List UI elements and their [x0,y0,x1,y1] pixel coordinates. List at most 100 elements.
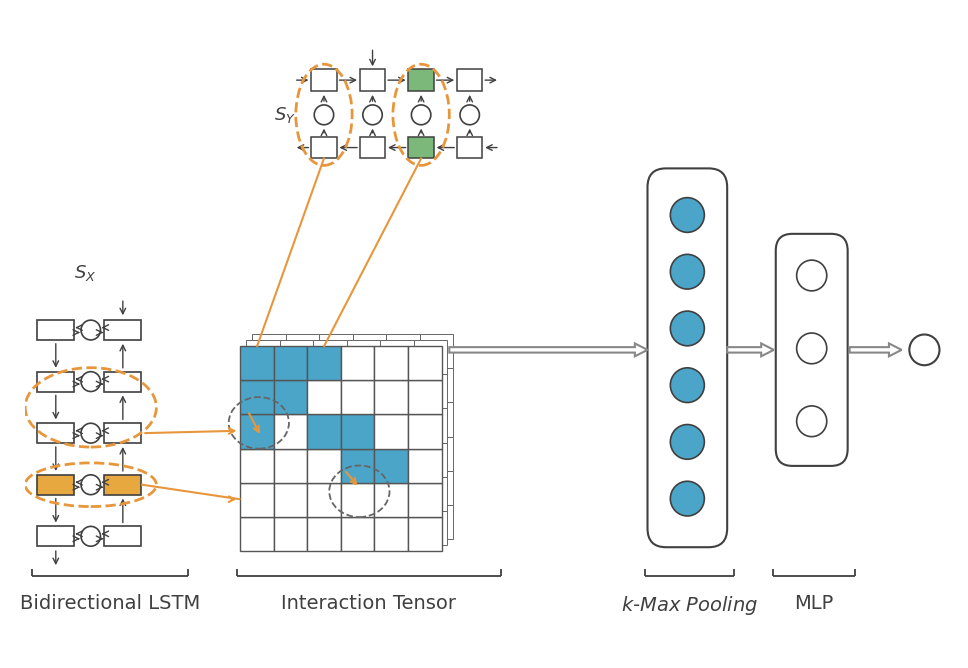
FancyBboxPatch shape [347,408,380,443]
FancyBboxPatch shape [312,137,337,158]
Circle shape [797,260,827,291]
FancyBboxPatch shape [280,511,314,545]
FancyBboxPatch shape [314,408,347,443]
Circle shape [670,198,705,232]
FancyBboxPatch shape [286,368,319,402]
FancyBboxPatch shape [341,414,375,448]
FancyBboxPatch shape [38,475,75,494]
Circle shape [670,255,705,289]
FancyBboxPatch shape [314,340,347,374]
FancyBboxPatch shape [420,437,453,471]
FancyBboxPatch shape [414,511,447,545]
FancyBboxPatch shape [38,526,75,546]
FancyBboxPatch shape [312,69,337,91]
FancyBboxPatch shape [280,340,314,374]
FancyBboxPatch shape [319,368,352,402]
FancyBboxPatch shape [341,346,375,380]
FancyBboxPatch shape [105,371,141,391]
FancyBboxPatch shape [240,346,274,380]
FancyBboxPatch shape [380,374,414,408]
FancyBboxPatch shape [286,334,319,368]
FancyBboxPatch shape [375,414,408,448]
FancyBboxPatch shape [414,443,447,477]
FancyBboxPatch shape [252,505,286,539]
FancyBboxPatch shape [246,511,280,545]
Text: $S_X$: $S_X$ [74,263,96,283]
FancyBboxPatch shape [341,517,375,551]
FancyBboxPatch shape [386,402,420,437]
FancyBboxPatch shape [386,471,420,505]
FancyBboxPatch shape [246,443,280,477]
FancyBboxPatch shape [352,437,386,471]
FancyBboxPatch shape [375,448,408,483]
FancyBboxPatch shape [252,368,286,402]
FancyBboxPatch shape [280,443,314,477]
FancyBboxPatch shape [386,505,420,539]
FancyBboxPatch shape [286,402,319,437]
FancyBboxPatch shape [414,408,447,443]
Circle shape [670,425,705,459]
FancyBboxPatch shape [105,424,141,443]
FancyBboxPatch shape [380,477,414,511]
FancyBboxPatch shape [308,414,341,448]
Circle shape [315,105,334,125]
FancyBboxPatch shape [274,483,308,517]
FancyBboxPatch shape [319,505,352,539]
FancyBboxPatch shape [375,346,408,380]
FancyBboxPatch shape [347,443,380,477]
Circle shape [81,475,101,494]
FancyBboxPatch shape [286,471,319,505]
FancyBboxPatch shape [420,334,453,368]
Circle shape [670,311,705,346]
FancyBboxPatch shape [246,477,280,511]
FancyBboxPatch shape [240,414,274,448]
FancyBboxPatch shape [314,443,347,477]
FancyBboxPatch shape [286,505,319,539]
FancyBboxPatch shape [252,437,286,471]
FancyBboxPatch shape [280,408,314,443]
FancyBboxPatch shape [286,437,319,471]
FancyBboxPatch shape [408,414,441,448]
FancyBboxPatch shape [246,340,280,374]
Circle shape [670,481,705,516]
FancyBboxPatch shape [380,408,414,443]
FancyBboxPatch shape [38,320,75,340]
FancyBboxPatch shape [352,471,386,505]
FancyBboxPatch shape [240,517,274,551]
FancyBboxPatch shape [240,483,274,517]
Text: Bidirectional LSTM: Bidirectional LSTM [20,594,200,613]
FancyBboxPatch shape [314,477,347,511]
FancyBboxPatch shape [414,374,447,408]
Circle shape [909,335,940,365]
FancyBboxPatch shape [252,402,286,437]
FancyBboxPatch shape [308,483,341,517]
Text: $k$-Max Pooling: $k$-Max Pooling [620,594,758,617]
FancyBboxPatch shape [352,334,386,368]
FancyBboxPatch shape [314,511,347,545]
FancyBboxPatch shape [274,448,308,483]
FancyBboxPatch shape [274,414,308,448]
FancyBboxPatch shape [420,471,453,505]
FancyBboxPatch shape [386,437,420,471]
Circle shape [797,406,827,437]
FancyBboxPatch shape [386,368,420,402]
Circle shape [797,333,827,364]
FancyBboxPatch shape [375,483,408,517]
FancyBboxPatch shape [420,368,453,402]
Circle shape [81,371,101,391]
FancyBboxPatch shape [240,380,274,414]
FancyBboxPatch shape [105,320,141,340]
FancyBboxPatch shape [408,448,441,483]
FancyBboxPatch shape [347,511,380,545]
FancyBboxPatch shape [380,511,414,545]
Polygon shape [449,343,648,356]
Circle shape [363,105,382,125]
FancyBboxPatch shape [308,346,341,380]
FancyBboxPatch shape [360,69,385,91]
Polygon shape [727,343,773,356]
FancyBboxPatch shape [252,471,286,505]
FancyBboxPatch shape [240,448,274,483]
Circle shape [81,424,101,443]
FancyBboxPatch shape [347,374,380,408]
FancyBboxPatch shape [352,505,386,539]
